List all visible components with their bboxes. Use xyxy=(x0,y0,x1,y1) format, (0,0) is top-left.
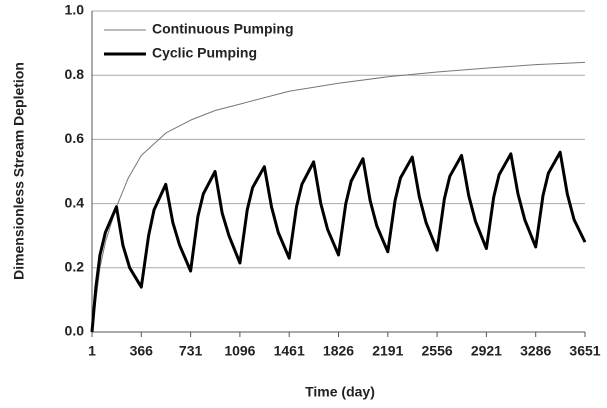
x-tick-label: 1461 xyxy=(274,343,305,359)
x-axis-label: Time (day) xyxy=(305,384,375,400)
x-tick-label: 1096 xyxy=(224,343,255,359)
x-tick-label: 2556 xyxy=(422,343,453,359)
x-tick-label: 731 xyxy=(179,343,203,359)
series-line xyxy=(90,150,587,333)
x-tick-label: 3286 xyxy=(520,343,551,359)
x-tick-label: 366 xyxy=(130,343,154,359)
y-tick-label: 0.6 xyxy=(65,130,85,146)
y-axis-label: Dimensionless Stream Depletion xyxy=(11,62,27,280)
x-tick-label: 3651 xyxy=(569,343,600,359)
y-tick-label: 1.0 xyxy=(65,2,85,18)
x-tick-label: 2921 xyxy=(471,343,502,359)
x-tick-label: 2191 xyxy=(372,343,403,359)
series-line xyxy=(91,61,586,333)
legend-label: Continuous Pumping xyxy=(152,21,294,37)
x-tick-label: 1 xyxy=(88,343,96,359)
y-tick-label: 0.8 xyxy=(65,66,85,82)
y-tick-label: 0.0 xyxy=(65,323,85,339)
legend-label: Cyclic Pumping xyxy=(152,45,257,61)
y-tick-label: 0.2 xyxy=(65,259,85,275)
x-tick-label: 1826 xyxy=(323,343,354,359)
y-tick-label: 0.4 xyxy=(65,194,85,210)
